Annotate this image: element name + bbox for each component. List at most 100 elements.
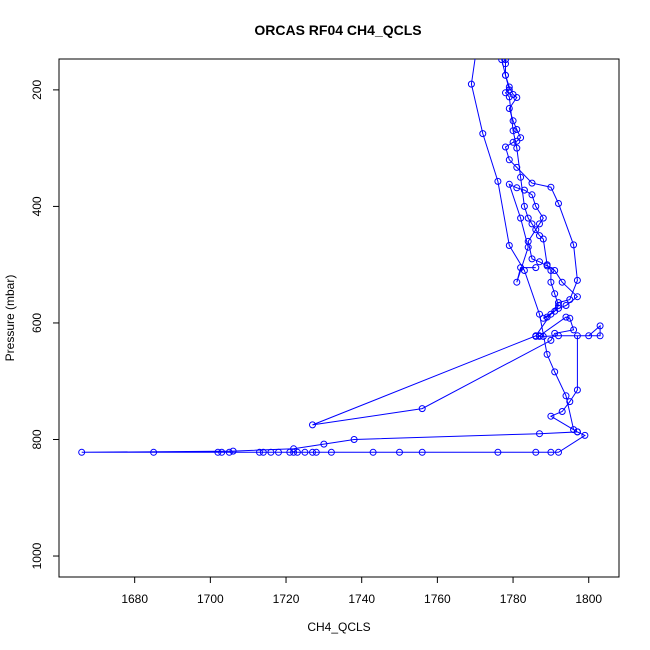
data-point bbox=[566, 398, 574, 406]
x-tick-label: 1780 bbox=[500, 592, 527, 606]
data-point bbox=[78, 448, 86, 456]
data-point bbox=[570, 326, 578, 334]
data-point bbox=[301, 448, 309, 456]
data-point bbox=[513, 137, 521, 145]
data-point bbox=[396, 448, 403, 456]
data-series bbox=[495, 0, 581, 322]
x-tick-label: 1720 bbox=[273, 592, 300, 606]
data-point bbox=[309, 421, 316, 429]
data-point bbox=[517, 264, 525, 272]
data-point bbox=[532, 226, 540, 234]
data-point bbox=[551, 329, 559, 337]
data-point bbox=[570, 241, 578, 249]
data-point bbox=[513, 144, 521, 152]
data-point bbox=[596, 332, 604, 340]
data-point bbox=[418, 448, 426, 456]
data-point bbox=[585, 332, 593, 340]
data-point bbox=[309, 448, 316, 456]
data-point bbox=[290, 445, 298, 453]
data-point bbox=[513, 184, 521, 192]
data-point bbox=[558, 278, 566, 286]
y-axis: 200 400 600 800 1000 bbox=[30, 80, 59, 569]
x-axis: 1680 1700 1720 1740 1760 1780 1800 bbox=[121, 577, 602, 606]
data-point bbox=[150, 448, 158, 456]
data-point bbox=[536, 220, 543, 228]
data-point bbox=[513, 126, 521, 133]
data-point bbox=[555, 200, 562, 207]
data-point bbox=[543, 262, 551, 270]
data-point bbox=[566, 314, 574, 322]
data-point bbox=[509, 91, 517, 98]
data-point bbox=[547, 183, 555, 191]
data-point bbox=[218, 448, 226, 456]
data-point bbox=[495, 0, 501, 6]
data-point bbox=[536, 332, 543, 340]
y-axis-label: Pressure (mbar) bbox=[3, 275, 17, 362]
data-point bbox=[494, 177, 502, 185]
data-point bbox=[539, 314, 547, 322]
series-layer bbox=[78, 0, 604, 456]
data-point bbox=[555, 332, 562, 340]
data-point bbox=[293, 448, 301, 456]
data-point bbox=[536, 310, 543, 318]
data-point bbox=[532, 332, 540, 340]
data-point bbox=[509, 138, 517, 146]
x-tick-label: 1680 bbox=[121, 592, 148, 606]
data-point bbox=[528, 220, 536, 228]
y-tick-label: 800 bbox=[30, 429, 44, 449]
y-tick-label: 1000 bbox=[30, 542, 44, 569]
data-point bbox=[532, 202, 540, 210]
x-tick-label: 1800 bbox=[575, 592, 602, 606]
data-point bbox=[502, 59, 509, 64]
data-point bbox=[536, 258, 543, 266]
y-tick-label: 200 bbox=[30, 80, 44, 100]
data-point bbox=[551, 368, 559, 376]
data-point bbox=[558, 408, 566, 415]
x-axis-label: CH4_QCLS bbox=[307, 620, 370, 634]
data-point bbox=[562, 392, 570, 400]
data-point bbox=[502, 89, 509, 97]
data-point bbox=[290, 448, 298, 456]
data-point bbox=[517, 214, 525, 222]
data-point bbox=[547, 267, 555, 274]
data-point bbox=[543, 350, 551, 358]
x-tick-label: 1760 bbox=[424, 592, 451, 606]
data-point bbox=[581, 431, 589, 439]
data-point bbox=[327, 448, 335, 456]
data-point bbox=[573, 276, 581, 284]
data-point bbox=[505, 180, 513, 188]
data-point bbox=[551, 290, 559, 298]
y-tick-label: 400 bbox=[30, 196, 44, 216]
data-point bbox=[509, 117, 517, 125]
data-point bbox=[532, 448, 540, 456]
x-tick-label: 1740 bbox=[348, 592, 375, 606]
plot-frame bbox=[58, 58, 620, 578]
data-point bbox=[505, 242, 513, 249]
data-point bbox=[505, 93, 513, 101]
data-point bbox=[502, 71, 509, 79]
data-point bbox=[418, 405, 426, 413]
chart-title: ORCAS RF04 CH4_QCLS bbox=[254, 22, 421, 38]
data-point bbox=[517, 173, 525, 181]
data-point bbox=[275, 448, 282, 456]
data-point bbox=[543, 313, 551, 321]
data-point bbox=[570, 426, 578, 434]
data-point bbox=[312, 448, 320, 456]
x-tick-label: 1700 bbox=[197, 592, 224, 606]
data-series bbox=[78, 29, 604, 456]
y-tick-label: 600 bbox=[30, 313, 44, 333]
data-point bbox=[267, 448, 275, 456]
data-point bbox=[520, 186, 528, 194]
data-point bbox=[539, 214, 547, 222]
data-point bbox=[498, 59, 506, 64]
data-point bbox=[573, 386, 581, 394]
data-point bbox=[476, 29, 482, 35]
series-line bbox=[81, 59, 601, 453]
data-point bbox=[517, 134, 525, 142]
data-point bbox=[505, 156, 513, 164]
series-line bbox=[501, 59, 579, 319]
data-point bbox=[509, 127, 517, 135]
data-point bbox=[573, 293, 581, 301]
